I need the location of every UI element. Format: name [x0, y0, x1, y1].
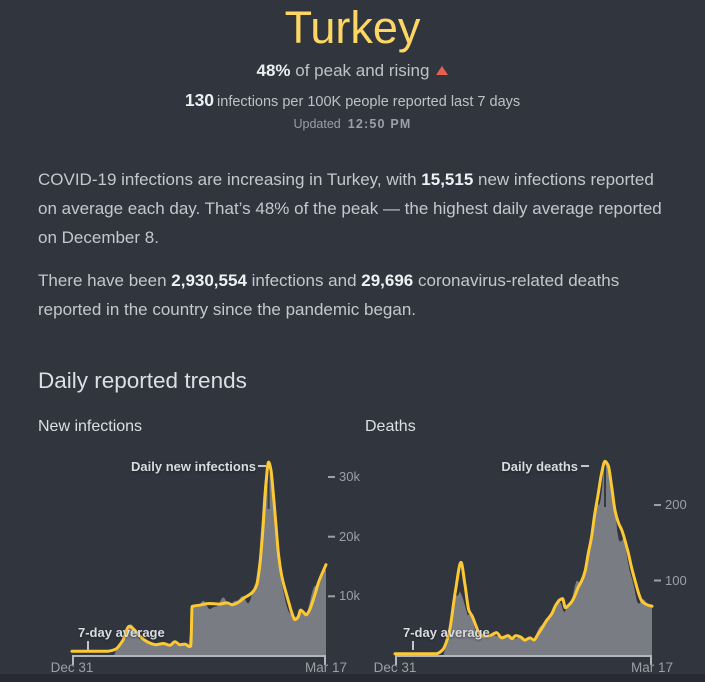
new-infections-chart-canvas[interactable] — [38, 445, 368, 682]
section-title-daily-trends: Daily reported trends — [38, 368, 247, 393]
new-infections-chart: Daily new infections 7-day average 10k 20… — [38, 445, 368, 682]
annotation-tick-line — [87, 641, 89, 650]
infection-rate-line: 130 infections per 100K people reported l… — [0, 90, 705, 111]
x-axis-label: Dec 31 — [373, 660, 417, 675]
updated-line: Updated 12:50 PM — [0, 117, 705, 131]
deaths-chart-canvas[interactable] — [365, 445, 705, 682]
page-title: Turkey — [284, 2, 421, 53]
next-section-edge — [0, 674, 705, 682]
rate-text: infections per 100K people reported last… — [217, 94, 521, 110]
rate-value: 130 — [184, 90, 215, 110]
avg-annotation-label: 7-day average — [403, 625, 490, 640]
y-axis-label: 200 — [665, 497, 687, 512]
p1-text: COVID-19 infections are increasing in Tu… — [38, 170, 422, 189]
chart-title-new-infections: New infections — [38, 418, 143, 435]
updated-label: Updated — [293, 117, 341, 131]
p2-text: There have been — [38, 271, 172, 290]
avg-annotation-label: 7-day average — [78, 625, 165, 640]
chart-title-deaths: Deaths — [365, 418, 416, 435]
peak-annotation-label: Daily new infections — [131, 459, 256, 474]
p1-new-infections-number: 15,515 — [421, 170, 474, 189]
y-axis-label: 10k — [339, 588, 360, 604]
p2-total-deaths-number: 29,696 — [361, 271, 414, 290]
y-axis-label: 100 — [665, 572, 687, 588]
summary-paragraph-1: COVID-19 infections are increasing in Tu… — [38, 165, 674, 252]
p2-text-mid: infections and — [246, 271, 362, 290]
peak-annotation-label: Daily deaths — [501, 459, 578, 474]
p2-total-infections-number: 2,930,554 — [171, 271, 247, 290]
annotation-pointer-line — [258, 465, 266, 467]
avg-annotation: 7-day average — [78, 625, 165, 640]
summary-text: COVID-19 infections are increasing in Tu… — [38, 165, 674, 338]
updated-time: 12:50 PM — [347, 117, 412, 131]
peak-annotation: Daily deaths — [501, 459, 578, 474]
rising-triangle-icon — [436, 66, 449, 75]
y-axis-label: 20k — [339, 528, 360, 544]
p2-text-after: coronavirus-related deaths reported in t… — [38, 271, 620, 319]
summary-paragraph-2: There have been 2,930,554 infections and… — [38, 266, 674, 324]
x-axis-label: Dec 31 — [50, 660, 94, 675]
y-axis-label: 30k — [339, 469, 360, 484]
p1-text-after: new infections reported on average each … — [38, 170, 662, 247]
x-axis-label: Mar 17 — [304, 660, 348, 675]
annotation-tick-line — [412, 641, 414, 650]
peak-annotation: Daily new infections — [131, 459, 256, 474]
peak-percent: 48% — [256, 61, 291, 80]
peak-status-line: 48% of peak and rising — [0, 61, 705, 81]
peak-status-text: of peak and rising — [290, 61, 430, 80]
annotation-pointer-line — [581, 465, 589, 467]
avg-annotation: 7-day average — [403, 625, 490, 640]
x-axis-label: Mar 17 — [630, 660, 674, 675]
deaths-chart: Daily deaths 7-day average 100 200 Dec 31 M… — [365, 445, 705, 682]
